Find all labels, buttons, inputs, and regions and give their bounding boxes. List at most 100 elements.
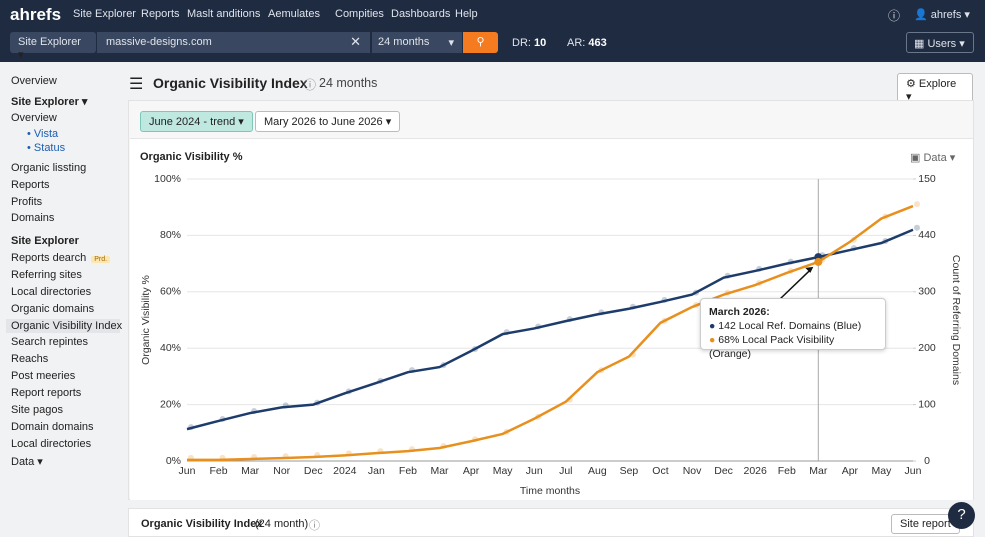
search-button[interactable]: ⚲	[463, 32, 498, 53]
sidebar-item[interactable]: Domain domains	[11, 421, 94, 433]
users-button[interactable]: ▦ Users ▾	[906, 32, 974, 53]
tooltip-arrow	[779, 269, 811, 300]
sidebar-label: Reachs	[11, 353, 49, 365]
menu-icon[interactable]: ☰	[129, 76, 144, 93]
logo[interactable]: ahrefs	[10, 5, 62, 24]
sidebar-item[interactable]: Data ▾	[11, 456, 43, 468]
x-tick-label: Jan	[368, 465, 385, 477]
sidebar-label: Organic Visibility Index	[11, 320, 123, 332]
sidebar-item[interactable]: Site Explorer	[11, 235, 79, 247]
sidebar-label: Overview	[11, 112, 57, 124]
site-report: Site report	[900, 518, 951, 530]
highlight-point	[814, 257, 823, 266]
point	[408, 367, 415, 374]
x-tick-label: Mar	[809, 465, 828, 477]
nav-item[interactable]: Help	[455, 8, 478, 20]
bottom-title: Organic Visibility Index	[141, 518, 263, 530]
sidebar-label: Organic domains	[11, 303, 95, 315]
nav-item[interactable]: Aemulates	[268, 8, 320, 20]
sidebar-item[interactable]: Local directories	[11, 286, 91, 298]
x-tick-label: Mar	[430, 465, 449, 477]
sidebar-item[interactable]: Overview	[11, 75, 57, 87]
filter-range[interactable]: Mary 2026 to June 2026 ▾	[255, 111, 401, 132]
search-input[interactable]: massive-designs.com ✕	[97, 32, 370, 53]
sidebar-label: Search repintes	[11, 336, 89, 348]
point	[724, 272, 731, 279]
sidebar-label: Referring sites	[11, 269, 82, 281]
sidebar-item[interactable]: Local directories	[11, 438, 91, 450]
point	[756, 265, 763, 272]
sidebar-item[interactable]: Overview	[11, 112, 57, 124]
x-axis-label: Time months	[520, 485, 580, 497]
nav-item[interactable]: Maslt anditions	[187, 8, 261, 20]
sidebar-label: Status	[33, 142, 66, 154]
nav-item[interactable]: Reports	[141, 8, 180, 20]
sidebar-item[interactable]: Post meeries	[11, 370, 75, 382]
x-tick-label: May	[493, 465, 514, 477]
sidebar-label: Local directories	[11, 286, 92, 298]
nav-item[interactable]: Compities	[335, 8, 384, 20]
sidebar-item[interactable]: • Vista	[27, 128, 59, 140]
y-tick-label: 20%	[160, 398, 181, 410]
page-period: 24 months	[319, 76, 378, 90]
query: massive-designs.com	[106, 36, 212, 48]
data-button[interactable]: ▣ Data ▾	[910, 152, 956, 164]
y2-tick-label: 440	[918, 229, 936, 241]
point	[629, 303, 636, 310]
sidebar-label: Report reports	[11, 387, 82, 399]
site-report-button[interactable]: Site report	[891, 514, 960, 534]
point	[850, 245, 857, 252]
period-select[interactable]: 24 months ▾	[372, 32, 462, 53]
nav-item[interactable]: Site Explorer	[73, 8, 136, 20]
point	[314, 399, 321, 406]
sidebar-item[interactable]: Reports dearch Prd.	[11, 252, 111, 264]
point	[661, 296, 668, 303]
x-tick-label: Dec	[714, 465, 733, 477]
filter-trend[interactable]: June 2024 - trend ▾	[140, 111, 253, 132]
point	[756, 280, 763, 287]
nav-item[interactable]: Dashboards	[391, 8, 451, 20]
point	[345, 450, 352, 457]
series-line	[186, 228, 914, 431]
chart-card: Organic Visibility % ▣ Data ▾ 0% 20% 40% 60…	[130, 138, 973, 500]
sidebar-item[interactable]: Profits	[11, 196, 42, 208]
clear[interactable]: ✕	[350, 34, 361, 49]
help-icon[interactable]: ⓘ	[888, 9, 901, 23]
point	[787, 258, 794, 265]
tooltip-text: 68% Local Pack Visibility (Orange)	[709, 334, 835, 360]
y2-tick-label: 200	[918, 342, 936, 354]
sidebar-item[interactable]: Reports	[11, 179, 50, 191]
sidebar-item[interactable]: • Status	[27, 142, 66, 154]
sidebar-item[interactable]: Referring sites	[11, 269, 82, 281]
sidebar-item[interactable]: Organic lissting	[11, 162, 86, 174]
help-fab[interactable]: ?	[948, 502, 975, 529]
sidebar-item[interactable]: Search repintes	[11, 336, 88, 348]
y2-tick-label: 300	[918, 286, 936, 298]
sidebar-item[interactable]: Site pagos	[11, 404, 63, 416]
point	[219, 415, 226, 422]
bottom-suffix: (24 month)	[255, 518, 309, 530]
bottom-card: Organic Visibility Index (24 month) ⓘ Si…	[128, 508, 974, 537]
mode-select[interactable]: Site Explorer ▾	[10, 32, 96, 61]
user-menu[interactable]: 👤 ahrefs ▾	[914, 9, 970, 21]
sidebar-item[interactable]: Organic domains	[11, 303, 94, 315]
x-tick-label: 2026	[743, 465, 767, 477]
sidebar-label: Domain domains	[11, 421, 94, 433]
sidebar-item[interactable]: Report reports	[11, 387, 81, 399]
sidebar-label: Post meeries	[11, 370, 76, 382]
sidebar-item[interactable]: Reachs	[11, 353, 48, 365]
point	[377, 377, 384, 384]
info-icon: ⓘ	[304, 78, 317, 92]
point	[314, 452, 321, 459]
sidebar-label: Reports dearch	[11, 252, 87, 264]
sidebar-item[interactable]: Site Explorer ▾	[11, 96, 88, 108]
point	[598, 309, 605, 316]
mode: Site Explorer	[18, 36, 81, 48]
top-bar: ahrefs Site Explorer Reports Maslt anditio…	[0, 0, 985, 62]
sidebar-item[interactable]: Organic Visibility Index	[6, 319, 123, 333]
y2-tick-label: 0	[924, 455, 930, 467]
sidebar-item[interactable]: Domains	[11, 212, 54, 224]
y2-tick-label: 150	[918, 173, 936, 185]
y-tick-label: 0%	[166, 455, 181, 467]
point	[787, 267, 794, 274]
